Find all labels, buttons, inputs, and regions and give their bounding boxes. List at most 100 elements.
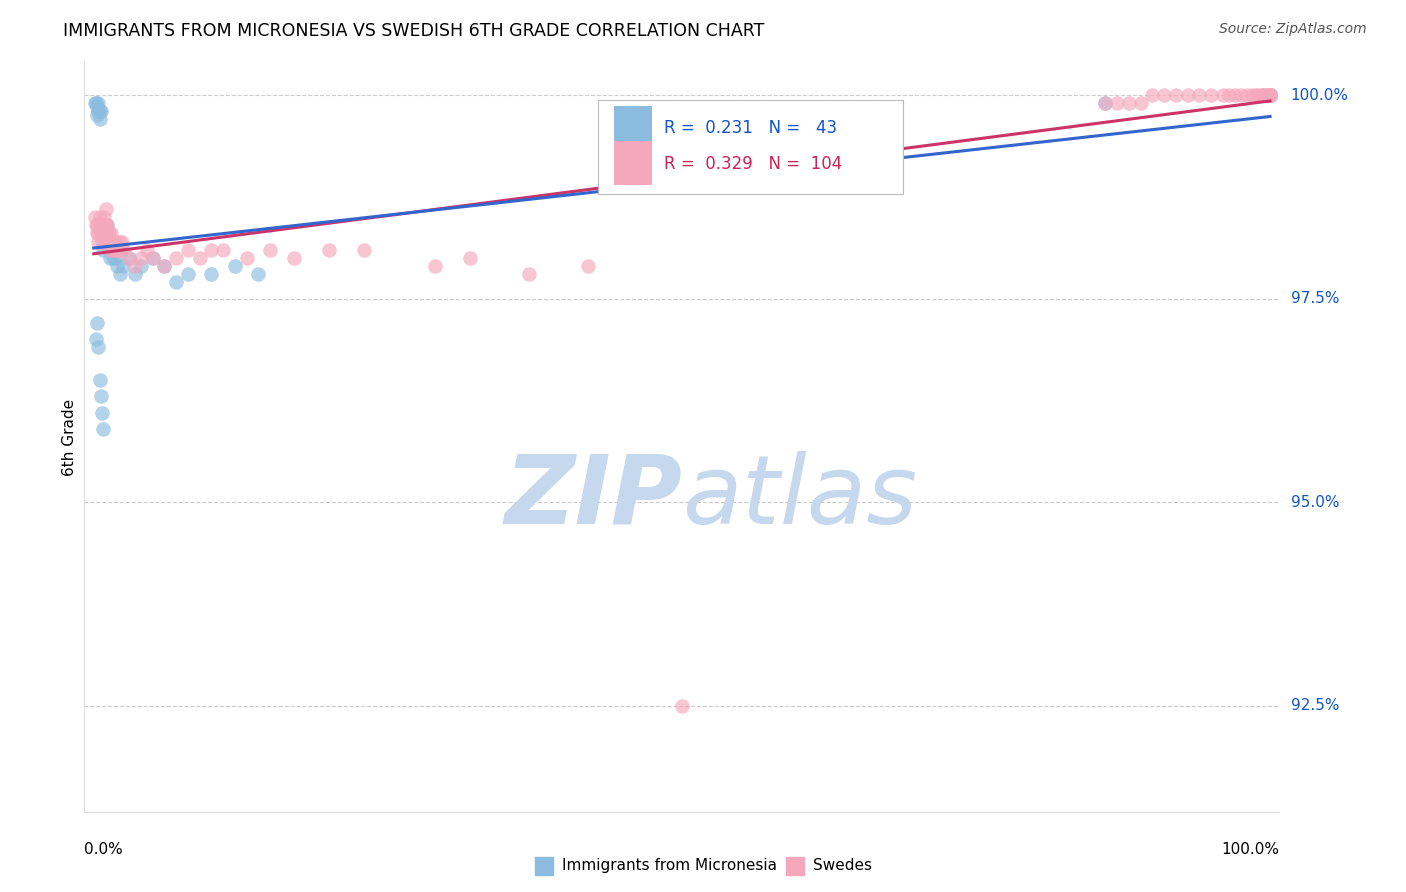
Point xyxy=(1257,88,1279,103)
Point xyxy=(93,210,115,224)
Text: IMMIGRANTS FROM MICRONESIA VS SWEDISH 6TH GRADE CORRELATION CHART: IMMIGRANTS FROM MICRONESIA VS SWEDISH 6T… xyxy=(63,22,765,40)
Point xyxy=(91,422,114,436)
Point xyxy=(1258,88,1281,103)
Point xyxy=(318,243,340,257)
Point xyxy=(1188,88,1211,103)
Point xyxy=(1129,96,1152,111)
Point xyxy=(98,235,121,249)
Point xyxy=(104,243,127,257)
Point xyxy=(86,219,108,233)
Point xyxy=(1258,88,1281,103)
Text: Swedes: Swedes xyxy=(814,858,872,873)
Point xyxy=(1258,88,1281,103)
Point xyxy=(576,259,599,273)
Point xyxy=(89,219,111,233)
Point xyxy=(1258,88,1281,103)
Point xyxy=(1164,88,1187,103)
Point xyxy=(103,235,125,249)
Point xyxy=(108,235,131,249)
Point xyxy=(105,243,128,257)
Point xyxy=(86,316,108,330)
Point xyxy=(177,243,200,257)
Point xyxy=(1094,96,1116,111)
Point xyxy=(1153,88,1175,103)
Point xyxy=(90,219,112,233)
Point xyxy=(212,243,235,257)
Text: Source: ZipAtlas.com: Source: ZipAtlas.com xyxy=(1219,22,1367,37)
Point xyxy=(165,251,187,265)
Point xyxy=(235,251,257,265)
Point xyxy=(101,235,124,249)
Point xyxy=(100,227,122,241)
Point xyxy=(84,332,107,346)
Point xyxy=(118,251,141,265)
Text: 95.0%: 95.0% xyxy=(1291,495,1339,509)
Point xyxy=(98,243,121,257)
Point xyxy=(90,389,112,403)
Point xyxy=(1236,88,1258,103)
Point xyxy=(94,219,117,233)
Point xyxy=(91,243,114,257)
Point xyxy=(94,202,117,216)
Point xyxy=(247,267,270,281)
Point xyxy=(91,227,114,241)
Point xyxy=(89,373,111,387)
Point xyxy=(1258,88,1281,103)
Point xyxy=(129,259,152,273)
Point xyxy=(142,251,165,265)
Point xyxy=(1258,88,1281,103)
Point xyxy=(1107,96,1129,111)
Point xyxy=(91,235,114,249)
Point xyxy=(1250,88,1272,103)
Point xyxy=(423,259,446,273)
Point xyxy=(97,235,120,249)
Point xyxy=(1229,88,1251,103)
Point xyxy=(1258,88,1281,103)
Point xyxy=(188,251,211,265)
Point xyxy=(142,251,165,265)
Point xyxy=(97,227,120,241)
Point xyxy=(1142,88,1164,103)
Point xyxy=(111,235,134,249)
Point xyxy=(124,259,146,273)
Point xyxy=(1258,88,1281,103)
Point xyxy=(84,210,107,224)
Point xyxy=(91,406,114,420)
Point xyxy=(1118,96,1140,111)
Point xyxy=(98,243,121,257)
Text: atlas: atlas xyxy=(682,450,917,543)
Point xyxy=(1258,88,1281,103)
Point xyxy=(93,219,115,233)
Point xyxy=(86,108,108,122)
Point xyxy=(1254,88,1277,103)
Point xyxy=(87,341,110,355)
Text: 92.5%: 92.5% xyxy=(1291,698,1339,714)
Point xyxy=(1257,88,1279,103)
Point xyxy=(118,251,141,265)
Point xyxy=(96,219,118,233)
Point xyxy=(1258,88,1281,103)
Text: 100.0%: 100.0% xyxy=(1291,87,1348,103)
Point xyxy=(100,243,122,257)
Point xyxy=(96,227,118,241)
Point xyxy=(129,251,152,265)
Point xyxy=(458,251,481,265)
FancyBboxPatch shape xyxy=(614,141,652,186)
Point xyxy=(517,267,540,281)
Point xyxy=(1253,88,1275,103)
Point xyxy=(84,96,107,111)
Point xyxy=(91,235,114,249)
Text: 0.0%: 0.0% xyxy=(84,842,124,856)
Point xyxy=(1244,88,1267,103)
Point xyxy=(104,251,127,265)
Point xyxy=(1094,96,1116,111)
Point xyxy=(105,259,128,273)
Text: 97.5%: 97.5% xyxy=(1291,291,1339,306)
Point xyxy=(103,243,125,257)
Point xyxy=(1258,88,1281,103)
Text: R =  0.329   N =  104: R = 0.329 N = 104 xyxy=(664,154,842,172)
Point xyxy=(200,243,222,257)
Point xyxy=(177,267,200,281)
Text: R =  0.231   N =   43: R = 0.231 N = 43 xyxy=(664,120,837,137)
Point xyxy=(87,96,110,111)
